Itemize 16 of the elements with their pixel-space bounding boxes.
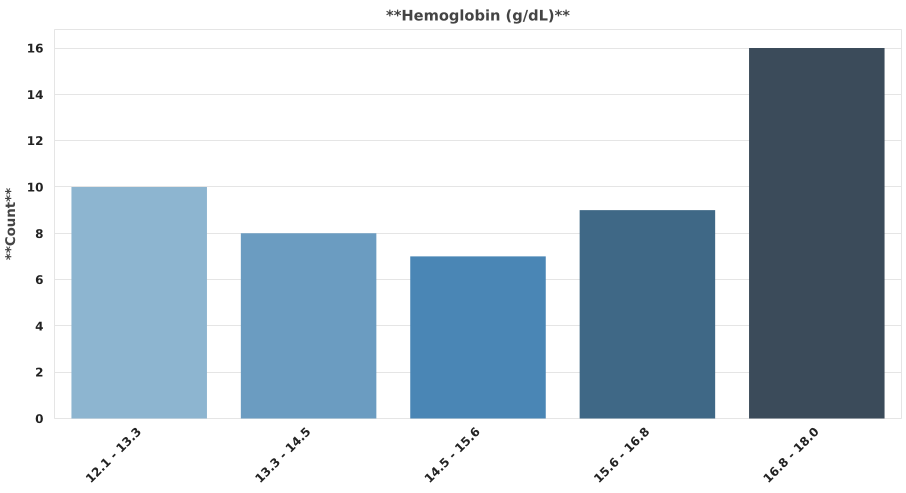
bar <box>240 233 376 418</box>
y-tick-label: 14 <box>26 88 44 102</box>
y-tick-label: 0 <box>35 412 44 426</box>
y-tick-label: 6 <box>35 273 44 288</box>
y-tick-label: 2 <box>35 366 44 380</box>
chart-title: **Hemoglobin (g/dL)** <box>386 8 570 24</box>
y-tick-label: 8 <box>35 226 44 241</box>
y-axis-title: **Count** <box>4 188 19 260</box>
bar <box>71 186 207 418</box>
y-tick-label: 10 <box>26 180 44 194</box>
y-tick-label: 4 <box>35 319 44 334</box>
bar <box>749 48 885 418</box>
y-tick-label: 12 <box>26 134 44 148</box>
bar <box>580 210 716 418</box>
bar <box>410 256 546 418</box>
y-tick-label: 16 <box>26 42 44 56</box>
